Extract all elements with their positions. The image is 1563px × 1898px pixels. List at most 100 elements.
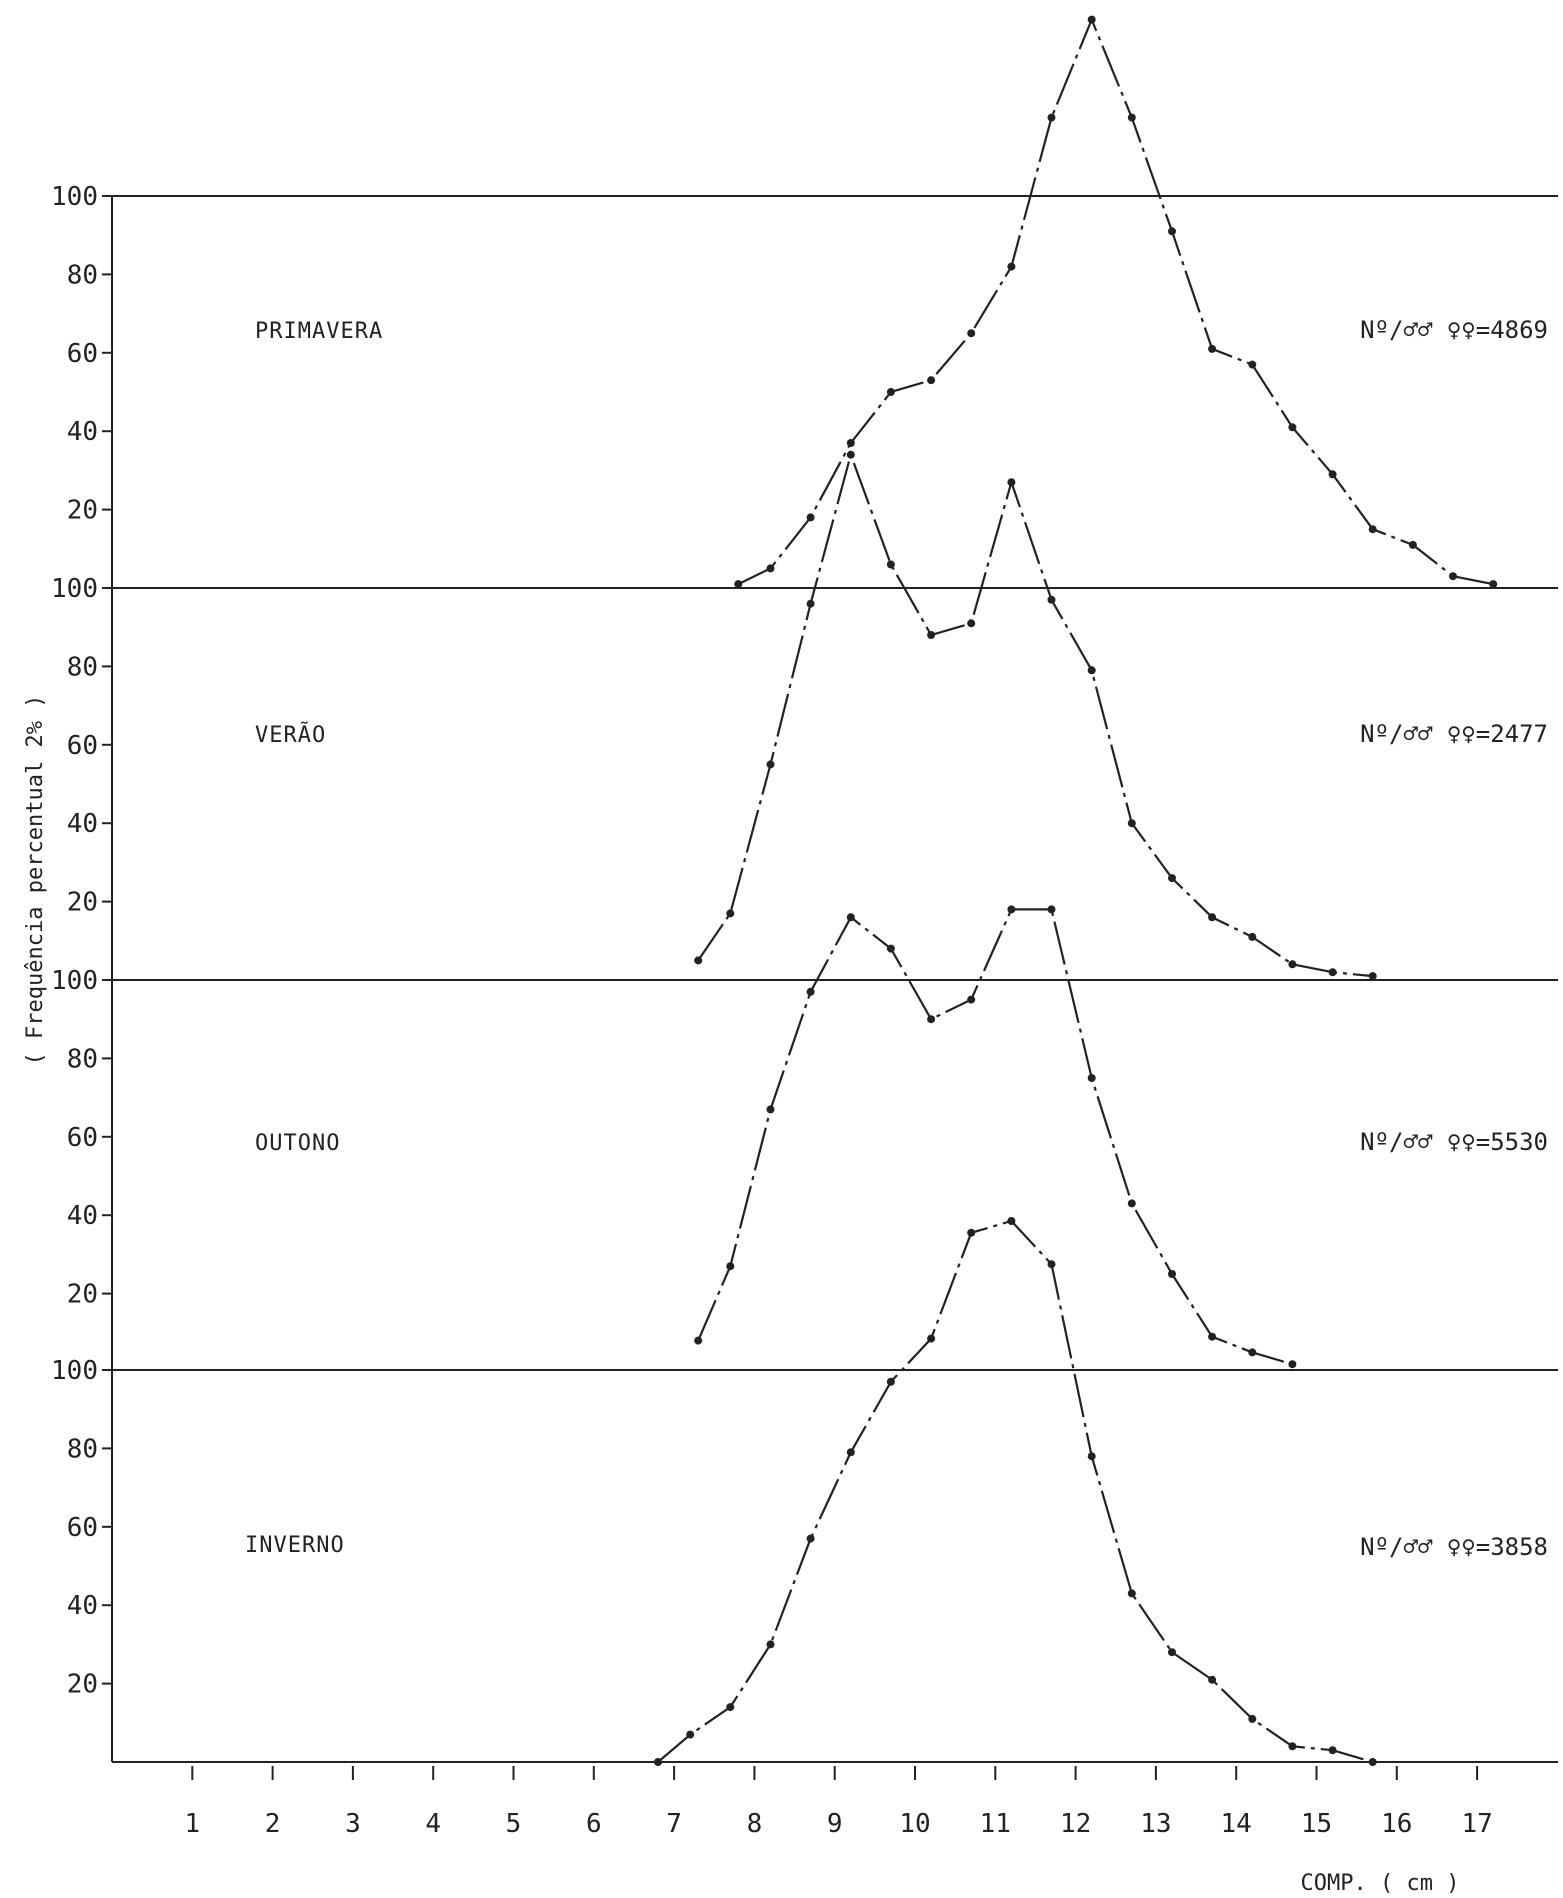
data-point bbox=[1208, 344, 1217, 353]
x-tick-label: 4 bbox=[425, 1809, 441, 1839]
data-point bbox=[967, 329, 976, 338]
data-point bbox=[1168, 1270, 1176, 1278]
x-tick-label: 14 bbox=[1221, 1809, 1252, 1839]
y-tick-label: 20 bbox=[67, 1280, 98, 1310]
data-point bbox=[1208, 1675, 1217, 1684]
y-tick-label: 20 bbox=[67, 888, 98, 918]
data-point bbox=[1047, 905, 1056, 914]
x-tick-label: 11 bbox=[980, 1809, 1011, 1839]
data-point bbox=[1328, 470, 1337, 479]
data-point bbox=[1047, 595, 1056, 604]
series-name-label: OUTONO bbox=[255, 1131, 340, 1156]
x-axis-title: COMP. ( cm ) bbox=[1301, 1871, 1460, 1896]
y-tick-label: 20 bbox=[67, 496, 98, 526]
data-point bbox=[1007, 905, 1016, 914]
data-point bbox=[1408, 540, 1417, 549]
data-point bbox=[927, 1334, 936, 1343]
x-tick-label: 13 bbox=[1140, 1809, 1171, 1839]
data-point bbox=[1007, 262, 1016, 271]
sample-count-label: Nº/♂♂ ♀♀=2477 bbox=[1360, 720, 1548, 748]
data-point bbox=[1248, 1714, 1257, 1723]
series-line-3 bbox=[697, 908, 1293, 1366]
data-point bbox=[1127, 1589, 1136, 1598]
data-point bbox=[846, 450, 855, 459]
labels-layer: PRIMAVERA Nº/♂♂ ♀♀=4869 VERÃO Nº/♂♂ ♀♀=2477… bbox=[245, 316, 1548, 1561]
data-point bbox=[1127, 113, 1136, 122]
y-tick-label: 20 bbox=[67, 1670, 98, 1700]
x-tick-label: 7 bbox=[666, 1809, 682, 1839]
panel-frames bbox=[112, 195, 1558, 1371]
data-point bbox=[1248, 1348, 1257, 1357]
data-point bbox=[1047, 113, 1056, 122]
data-point bbox=[1288, 960, 1297, 969]
data-point bbox=[806, 1534, 815, 1543]
data-point bbox=[1248, 360, 1257, 369]
data-point bbox=[1208, 1332, 1217, 1341]
data-point bbox=[1489, 580, 1498, 589]
data-point bbox=[1087, 1452, 1096, 1461]
y-axis: 20 40 60 80 100 20 40 60 80 100 20 40 60 80 100 20 40 60 8… bbox=[51, 182, 113, 1762]
data-point bbox=[766, 760, 775, 769]
data-point bbox=[846, 439, 855, 447]
y-axis-title: ( Frequência percentual 2% ) bbox=[23, 695, 48, 1066]
data-point bbox=[766, 1640, 775, 1649]
y-tick-label: 40 bbox=[67, 417, 98, 447]
data-point bbox=[694, 956, 703, 965]
data-point bbox=[1328, 968, 1337, 977]
data-point bbox=[1007, 478, 1016, 487]
y-tick-label: 60 bbox=[67, 339, 98, 369]
data-point bbox=[806, 599, 815, 608]
y-tick-label: 80 bbox=[67, 1434, 98, 1464]
x-tick-label: 17 bbox=[1461, 1809, 1492, 1839]
series-name-label: PRIMAVERA bbox=[255, 319, 383, 344]
data-point bbox=[1449, 572, 1457, 581]
sample-count-label: Nº/♂♂ ♀♀=4869 bbox=[1360, 316, 1548, 344]
data-point bbox=[1368, 525, 1377, 534]
data-point bbox=[846, 913, 855, 922]
data-point bbox=[1087, 15, 1096, 24]
y-tick-label: 80 bbox=[67, 260, 98, 290]
x-tick-label: 1 bbox=[184, 1809, 200, 1839]
data-point bbox=[694, 1336, 703, 1345]
y-tick-label: 40 bbox=[67, 1591, 98, 1621]
data-point bbox=[1288, 1742, 1297, 1751]
x-tick-label: 15 bbox=[1301, 1809, 1332, 1839]
data-point bbox=[1007, 1217, 1016, 1225]
data-point bbox=[1168, 227, 1176, 236]
data-point bbox=[1168, 874, 1176, 883]
data-point bbox=[846, 1448, 855, 1457]
data-point bbox=[1047, 1260, 1056, 1269]
x-tick-label: 5 bbox=[506, 1809, 522, 1839]
y-tick-label: 80 bbox=[67, 1044, 98, 1074]
y-tick-label: 100 bbox=[51, 1356, 98, 1386]
data-point bbox=[886, 388, 895, 396]
data-point bbox=[1087, 666, 1096, 675]
data-point bbox=[1248, 932, 1257, 941]
data-point bbox=[967, 619, 976, 628]
data-point bbox=[1368, 972, 1377, 981]
data-point bbox=[1208, 913, 1217, 922]
data-point bbox=[806, 987, 815, 996]
x-tick-label: 8 bbox=[747, 1809, 763, 1839]
series-line-1 bbox=[737, 16, 1494, 586]
series-line-2 bbox=[697, 451, 1373, 978]
data-point bbox=[886, 560, 895, 569]
sample-count-label: Nº/♂♂ ♀♀=3858 bbox=[1360, 1533, 1548, 1561]
data-point bbox=[927, 631, 936, 639]
y-tick-label: 60 bbox=[67, 731, 98, 761]
data-point bbox=[726, 1262, 735, 1271]
y-tick-label: 40 bbox=[67, 1201, 98, 1231]
data-point bbox=[654, 1758, 662, 1766]
data-point bbox=[967, 995, 976, 1004]
y-tick-label: 100 bbox=[51, 574, 98, 604]
data-point bbox=[766, 1105, 775, 1114]
x-tick-label: 2 bbox=[265, 1809, 281, 1839]
data-point bbox=[1368, 1758, 1377, 1766]
y-tick-label: 60 bbox=[67, 1513, 98, 1543]
data-point bbox=[726, 1703, 735, 1712]
y-tick-label: 100 bbox=[51, 966, 98, 996]
data-point bbox=[1328, 1746, 1337, 1755]
y-tick-label: 100 bbox=[51, 182, 98, 212]
y-tick-label: 80 bbox=[67, 652, 98, 682]
